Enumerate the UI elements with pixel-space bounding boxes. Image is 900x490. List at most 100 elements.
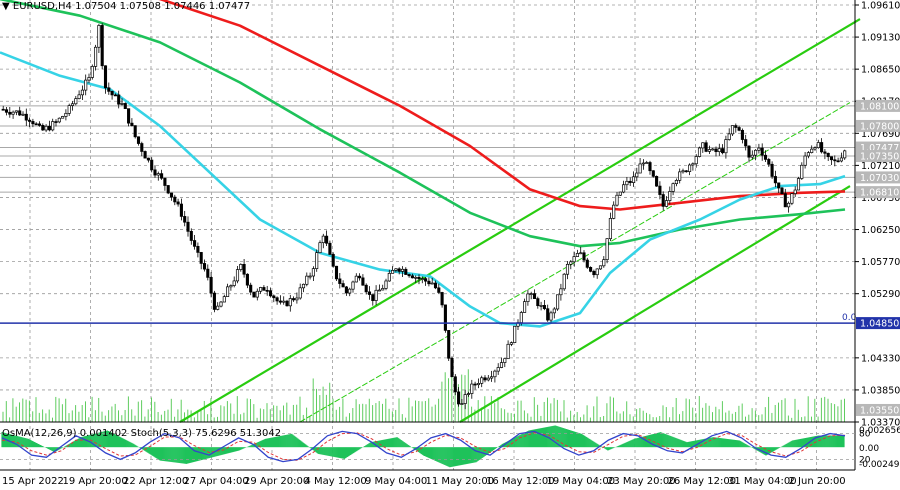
candle-down <box>826 152 830 158</box>
dropdown-arrow-icon[interactable]: ▼ <box>2 1 10 12</box>
price-label: 1.03850 <box>861 385 900 396</box>
candle-down <box>292 298 296 301</box>
candle-down <box>483 377 487 381</box>
candle-up <box>506 343 510 360</box>
candle-down <box>1 108 5 111</box>
candle-up <box>724 139 728 154</box>
candle-down <box>364 284 368 293</box>
candle-up <box>572 256 576 263</box>
candle-down <box>457 391 461 405</box>
candle-up <box>671 183 675 192</box>
price-label: 1.06730 <box>861 193 900 204</box>
candle-down <box>424 278 428 282</box>
candle-up <box>562 273 566 290</box>
candle-down <box>367 291 372 295</box>
candle-down <box>252 291 256 298</box>
candle-down <box>747 145 751 158</box>
candle-down <box>202 263 207 270</box>
candle-up <box>552 308 556 314</box>
candle-down <box>31 121 35 125</box>
candle-up <box>311 268 315 277</box>
stoch-main-line <box>1 430 846 463</box>
time-label: 19 Apr 20:00 <box>63 476 128 487</box>
candle-down <box>777 182 781 189</box>
candle-up <box>701 142 705 149</box>
candle-up <box>843 150 847 159</box>
candle-down <box>542 305 546 310</box>
candle-up <box>674 179 678 185</box>
level-label: 0.0 <box>842 313 857 323</box>
candle-down <box>334 265 339 280</box>
candle-down <box>450 357 454 378</box>
time-label: 15 Apr 2022 <box>2 476 64 487</box>
candle-up <box>618 191 622 196</box>
candle-down <box>704 142 708 152</box>
candle-down <box>275 297 279 302</box>
time-label: 26 May 12:00 <box>668 476 737 487</box>
price-label: 1.04330 <box>861 353 900 364</box>
candle-down <box>344 286 348 294</box>
candle-down <box>417 276 421 280</box>
candle-up <box>374 289 378 301</box>
candle-down <box>113 94 117 97</box>
candle-down <box>265 289 269 292</box>
candle-up <box>21 113 25 116</box>
candle-up <box>579 252 583 255</box>
candle-down <box>24 113 28 121</box>
candle-up <box>569 261 573 265</box>
candle-down <box>176 201 180 205</box>
candle-down <box>648 162 652 172</box>
candle-down <box>331 254 335 267</box>
candle-up <box>800 164 804 179</box>
price-label: 1.08650 <box>861 65 900 76</box>
candle-down <box>760 147 764 156</box>
price-tag-label: 1.07030 <box>860 173 899 184</box>
time-label: 2 Jun 20:00 <box>789 476 846 487</box>
osc-scale-label: 80 <box>859 430 871 440</box>
candle-down <box>272 295 276 299</box>
candle-up <box>219 301 223 307</box>
candle-up <box>120 103 124 105</box>
candle-up <box>503 358 507 363</box>
candle-up <box>255 290 259 298</box>
candle-up <box>11 111 15 115</box>
price-channel <box>179 18 861 423</box>
candle-up <box>490 376 494 379</box>
channel-upper-line <box>179 18 861 423</box>
candle-up <box>377 289 381 292</box>
grid <box>0 0 855 470</box>
candle-down <box>585 259 589 268</box>
candle-up <box>14 110 18 113</box>
candle-down <box>278 300 282 303</box>
candle-down <box>249 284 253 293</box>
candle-up <box>839 157 843 162</box>
candle-down <box>582 252 586 261</box>
candle-down <box>160 173 164 179</box>
candle-up <box>74 98 78 105</box>
candle-up <box>57 117 61 123</box>
candle-down <box>473 383 477 386</box>
candle-down <box>658 185 662 195</box>
time-label: 31 May 04:00 <box>728 476 797 487</box>
candle-up <box>463 394 467 404</box>
candle-up <box>711 148 715 151</box>
candle-up <box>635 172 639 178</box>
moving-averages <box>0 0 846 328</box>
candle-up <box>509 342 513 345</box>
candle-up <box>608 218 612 240</box>
candle-down <box>206 268 210 278</box>
price-tag-label: 1.07477 <box>860 143 899 154</box>
candle-down <box>150 159 154 171</box>
candle-up <box>460 403 464 405</box>
candle-down <box>130 122 134 126</box>
candle-up <box>430 282 434 285</box>
stoch-signal-line <box>1 432 846 461</box>
candle-down <box>245 273 249 286</box>
candle-up <box>668 191 672 201</box>
candle-down <box>358 275 362 279</box>
candle-up <box>529 293 533 295</box>
candle-down <box>773 176 777 184</box>
candle-up <box>694 156 698 165</box>
